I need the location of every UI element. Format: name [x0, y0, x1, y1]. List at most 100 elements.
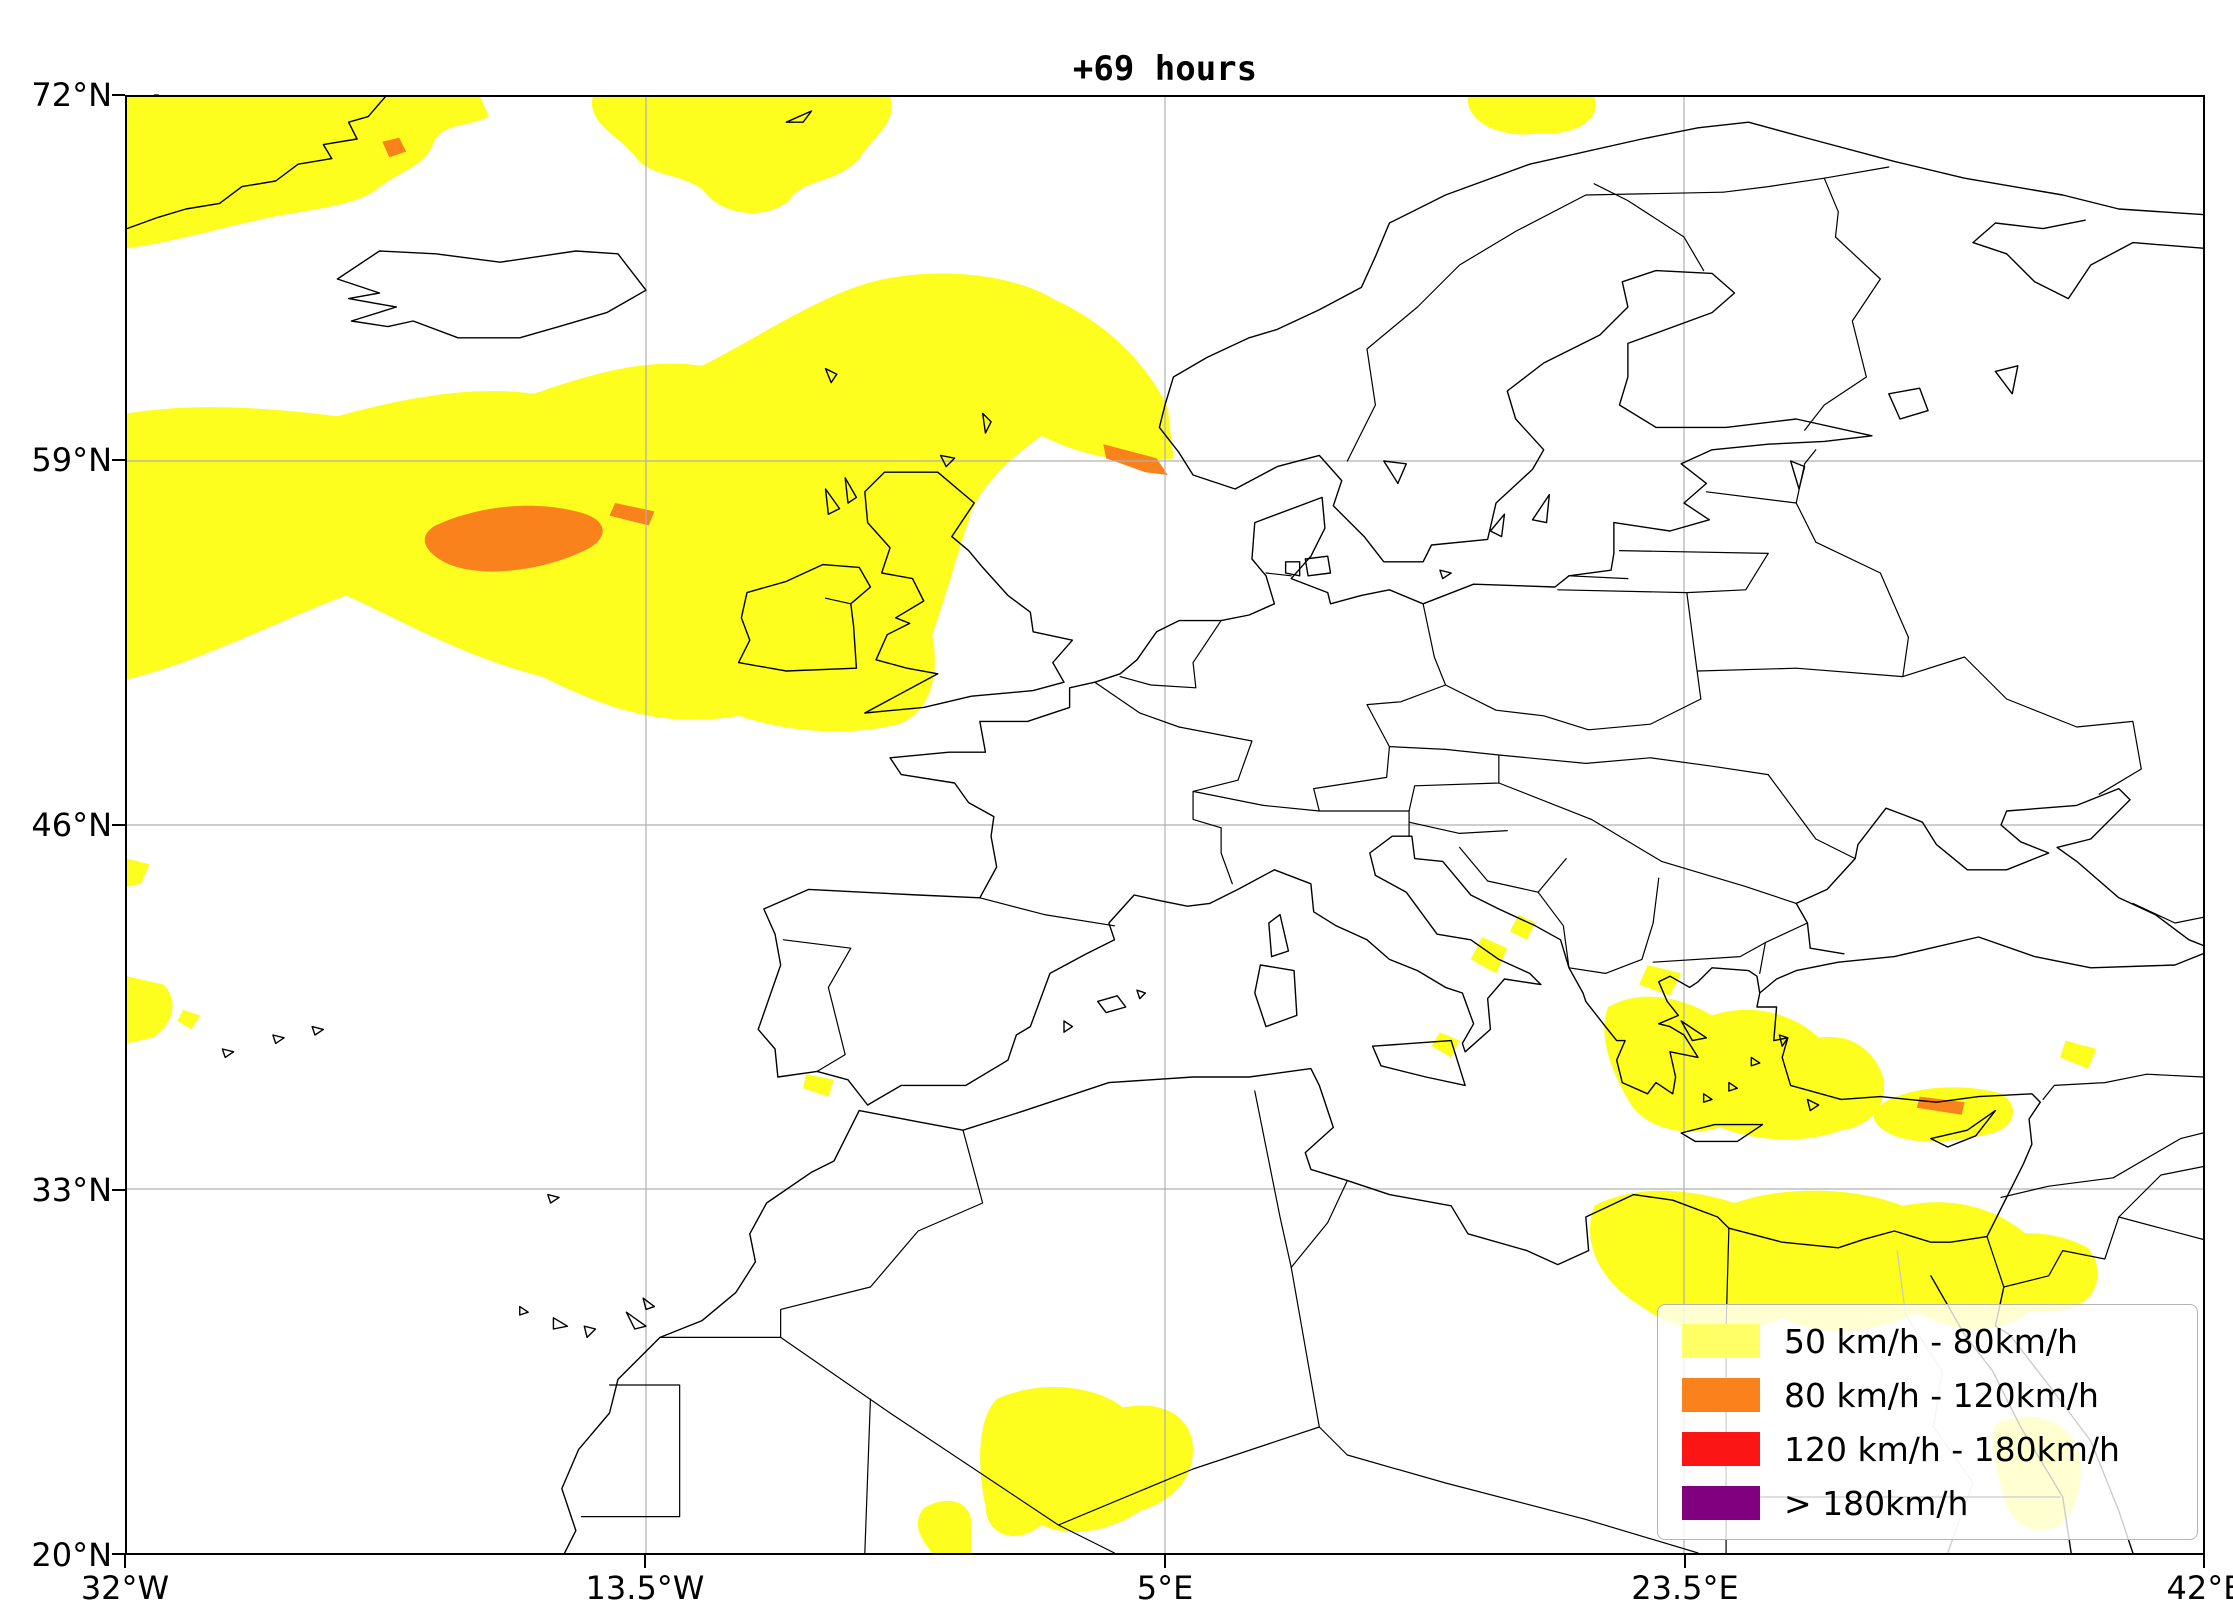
island-gotland	[1533, 495, 1550, 523]
border-belarus-russia	[1816, 542, 1909, 637]
gust-orange-norway-coast	[1103, 444, 1168, 475]
border-germany-czechia	[1367, 685, 1446, 747]
legend-label-over-180: > 180km/h	[1784, 1483, 1969, 1523]
gust-speck-tyrrhenian	[1431, 1032, 1460, 1058]
island-azores-2	[273, 1035, 284, 1043]
border-jordan-saudi	[2004, 1217, 2203, 1287]
border-jordan-syria	[2001, 1178, 2113, 1198]
border-libya-niger-chad	[1347, 1455, 1698, 1553]
border-romania-ukraine	[1650, 758, 1768, 775]
border-albania-macedonia-greece	[1569, 923, 1653, 973]
coastline-africa-atlantic	[562, 1111, 859, 1553]
border-sweden-finland	[1594, 184, 1703, 271]
border-moldova-ukraine	[1768, 775, 1855, 859]
border-latvia-lithuania	[1619, 551, 1768, 554]
island-sicily	[1373, 1041, 1466, 1086]
legend-swatch-50-80	[1682, 1324, 1760, 1358]
island-la-palma	[520, 1307, 528, 1315]
island-aegean-1	[1729, 1083, 1737, 1091]
lon-label-32w: 32°W	[80, 1569, 170, 1605]
forecast-hours-label: +69 hours	[1072, 49, 1258, 89]
border-serbia-bulgaria	[1653, 878, 1659, 923]
border-algeria-niger	[1058, 1427, 1319, 1525]
island-mallorca	[1098, 996, 1126, 1013]
island-rhodes	[1807, 1099, 1818, 1110]
border-serbia-romania	[1591, 819, 1661, 861]
coastline-africa-med-levant	[859, 993, 2040, 1265]
border-georgia	[2133, 903, 2203, 923]
border-norway-sweden	[1347, 192, 1723, 461]
border-switzerland-italy-austria	[1193, 791, 1409, 811]
coastline-hebrides-1	[826, 489, 840, 514]
legend: 50 km/h - 80km/h 80 km/h - 120km/h 120 k…	[1657, 1304, 2198, 1540]
border-france-spain	[980, 898, 1115, 926]
border-france-germany	[1179, 727, 1252, 780]
gust-speck-adriatic-2	[1510, 914, 1536, 940]
lon-tick-mark	[2203, 1555, 2205, 1568]
border-algeria-mali	[781, 1337, 1115, 1553]
coastline-iceland	[337, 251, 646, 338]
coastline-greenland	[127, 97, 385, 229]
border-croatia-bosnia	[1460, 847, 1539, 892]
lat-label-20n: 20°N	[31, 1536, 112, 1574]
island-bornholm	[1440, 570, 1451, 578]
border-germany-poland	[1423, 604, 1445, 685]
lat-label-33n: 33°N	[31, 1171, 112, 1209]
border-france-belgium	[1095, 682, 1179, 727]
legend-item-over-180: > 180km/h	[1658, 1481, 2197, 1525]
island-madeira	[548, 1195, 559, 1203]
border-switzerland-austria	[1314, 789, 1320, 811]
lake-ladoga	[1889, 388, 1928, 419]
lake-onega	[1995, 366, 2017, 394]
island-gran-canaria	[584, 1326, 595, 1337]
border-egypt-israel	[1987, 1237, 2004, 1287]
gust-orange-atlantic	[424, 505, 603, 572]
lon-tick-mark	[124, 1555, 126, 1568]
border-france-switzerland	[1193, 780, 1238, 828]
border-mauritania-mali	[865, 1399, 871, 1553]
coastline-jan-mayen	[786, 111, 811, 122]
europe-map-svg	[127, 97, 2203, 1553]
island-zealand	[1305, 556, 1330, 576]
coastline-shetland	[983, 413, 991, 433]
gust-patch-southeast-med	[1590, 1190, 2046, 1332]
lat-label-46n: 46°N	[31, 806, 112, 844]
graticule	[127, 97, 2203, 1553]
gust-speck-adriatic-1	[1470, 937, 1508, 974]
border-bosnia-serbia	[1538, 859, 1566, 893]
island-menorca	[1137, 990, 1145, 998]
border-turkey-syria-iraq	[2043, 1074, 2203, 1099]
border-lithuania-belarus	[1687, 553, 1768, 592]
border-poland-ukraine	[1695, 657, 1701, 699]
border-germany-denmark	[1266, 573, 1291, 576]
border-spain-portugal	[783, 940, 850, 1072]
border-morocco-algeria	[660, 1130, 983, 1337]
island-aegean-3	[1751, 1057, 1759, 1065]
border-hungary-serbia	[1499, 783, 1592, 819]
border-uk-ireland	[826, 598, 851, 604]
lon-tick-mark	[1164, 1555, 1166, 1568]
lat-tick-mark	[112, 94, 125, 96]
legend-label-50-80: 50 km/h - 80km/h	[1784, 1321, 2078, 1361]
border-czechia-austria	[1389, 747, 1498, 755]
border-germany-netherlands	[1120, 621, 1221, 688]
lon-tick-mark	[644, 1555, 646, 1568]
coastline-hebrides-2	[845, 478, 856, 503]
border-poland-belarus	[1687, 593, 1695, 657]
coastline-mainland-europe	[758, 122, 2203, 1105]
coastline-faroe	[826, 369, 837, 383]
coastlines	[127, 97, 2203, 1553]
legend-label-120-180: 120 km/h - 180km/h	[1784, 1429, 2120, 1469]
island-azores-3	[312, 1027, 323, 1035]
border-austria-hungary	[1409, 755, 1499, 811]
border-estonia-latvia	[1706, 492, 1796, 503]
grid-line	[127, 97, 2203, 1553]
gust-orange-atlantic-small	[609, 503, 655, 526]
lat-tick-mark	[112, 1553, 125, 1555]
border-iraq-saudi	[2119, 1167, 2203, 1217]
island-crete	[1681, 1125, 1762, 1142]
island-ibiza	[1064, 1021, 1072, 1032]
island-euboea	[1681, 1021, 1706, 1041]
border-romania-bulgaria	[1662, 861, 1797, 903]
